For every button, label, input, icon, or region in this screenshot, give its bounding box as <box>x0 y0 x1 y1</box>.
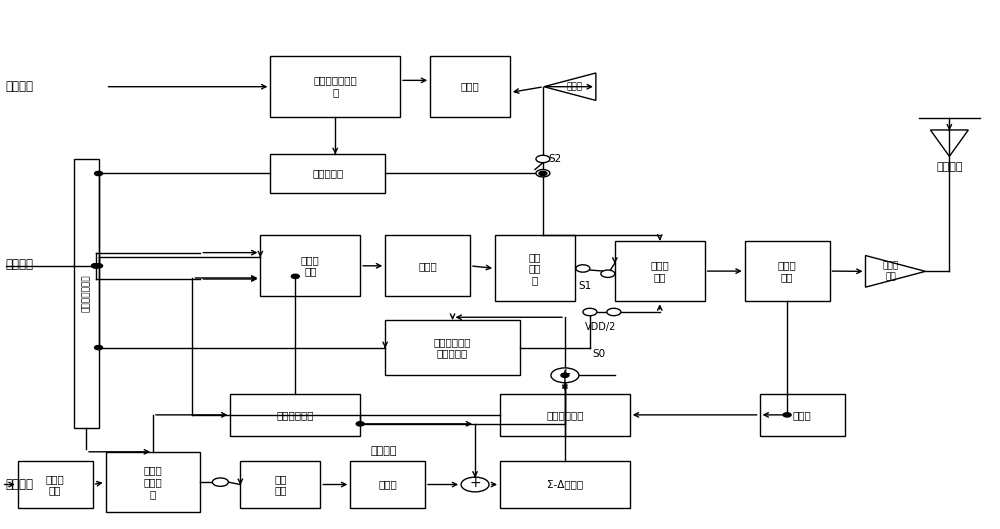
Text: S2: S2 <box>548 154 561 164</box>
Text: 发射数据: 发射数据 <box>6 478 34 491</box>
Circle shape <box>95 345 103 350</box>
Text: 跟踪数据调制器: 跟踪数据调制器 <box>82 275 91 312</box>
Circle shape <box>95 264 103 268</box>
FancyBboxPatch shape <box>385 320 520 375</box>
Text: S1: S1 <box>578 280 591 290</box>
Text: 延迟
单元: 延迟 单元 <box>274 473 287 495</box>
Text: 参考时钟: 参考时钟 <box>6 258 34 271</box>
FancyBboxPatch shape <box>18 461 93 508</box>
FancyBboxPatch shape <box>430 56 510 117</box>
FancyBboxPatch shape <box>74 159 99 428</box>
Text: 缓冲器: 缓冲器 <box>793 410 811 420</box>
Text: 前置二
分频: 前置二 分频 <box>778 260 796 282</box>
FancyBboxPatch shape <box>106 452 200 513</box>
Text: 发射天线: 发射天线 <box>936 162 963 172</box>
FancyBboxPatch shape <box>230 394 360 436</box>
Text: 环路
滤波
器: 环路 滤波 器 <box>529 252 541 285</box>
Circle shape <box>576 264 590 272</box>
Circle shape <box>783 413 791 417</box>
Polygon shape <box>865 256 925 287</box>
Text: 发射信道: 发射信道 <box>370 446 397 456</box>
Circle shape <box>551 368 579 382</box>
Text: 压控振
荡器: 压控振 荡器 <box>650 260 669 282</box>
Text: 校准数据: 校准数据 <box>6 80 34 93</box>
FancyBboxPatch shape <box>240 461 320 508</box>
FancyBboxPatch shape <box>270 56 400 117</box>
Circle shape <box>561 373 569 377</box>
Text: +: + <box>469 477 481 490</box>
FancyBboxPatch shape <box>350 461 425 508</box>
Polygon shape <box>544 73 596 101</box>
Circle shape <box>356 422 364 426</box>
Text: 增益自校准控制
器: 增益自校准控制 器 <box>313 76 357 97</box>
FancyBboxPatch shape <box>385 235 470 296</box>
Circle shape <box>212 478 228 486</box>
Text: 比较器: 比较器 <box>461 81 479 92</box>
Text: 先进先
出存储
器: 先进先 出存储 器 <box>144 466 162 499</box>
Circle shape <box>95 171 103 176</box>
Circle shape <box>92 264 100 268</box>
Circle shape <box>291 274 299 278</box>
Text: VDD/2: VDD/2 <box>585 322 616 332</box>
FancyBboxPatch shape <box>260 235 360 296</box>
Text: 低通滤波器: 低通滤波器 <box>312 169 343 178</box>
FancyBboxPatch shape <box>495 235 575 302</box>
FancyBboxPatch shape <box>615 241 705 302</box>
Text: Σ-Δ调制器: Σ-Δ调制器 <box>547 479 583 489</box>
Circle shape <box>536 169 550 177</box>
Text: 查找表: 查找表 <box>378 479 397 489</box>
Text: 可编程分频器: 可编程分频器 <box>546 410 584 420</box>
Text: 延迟校准单元: 延迟校准单元 <box>277 410 314 420</box>
FancyBboxPatch shape <box>500 394 630 436</box>
Circle shape <box>461 477 489 492</box>
Text: S0: S0 <box>593 349 606 359</box>
Circle shape <box>583 308 597 316</box>
Circle shape <box>539 171 547 176</box>
Circle shape <box>536 156 550 163</box>
Text: 放大器: 放大器 <box>567 82 583 91</box>
FancyBboxPatch shape <box>270 154 385 193</box>
Polygon shape <box>930 130 968 157</box>
FancyBboxPatch shape <box>500 461 630 508</box>
Text: 数字模拟自动
频率控制器: 数字模拟自动 频率控制器 <box>434 337 471 359</box>
Text: 电荷泵: 电荷泵 <box>418 261 437 271</box>
Circle shape <box>601 270 615 277</box>
Circle shape <box>92 264 100 268</box>
FancyBboxPatch shape <box>745 241 830 302</box>
Text: 鉴频鉴
相器: 鉴频鉴 相器 <box>301 255 320 277</box>
Circle shape <box>607 308 621 316</box>
Text: +: + <box>559 367 571 381</box>
Text: 功率放
大器: 功率放 大器 <box>882 262 899 281</box>
FancyBboxPatch shape <box>760 394 845 436</box>
Text: 高斯滤
波器: 高斯滤 波器 <box>46 473 64 495</box>
